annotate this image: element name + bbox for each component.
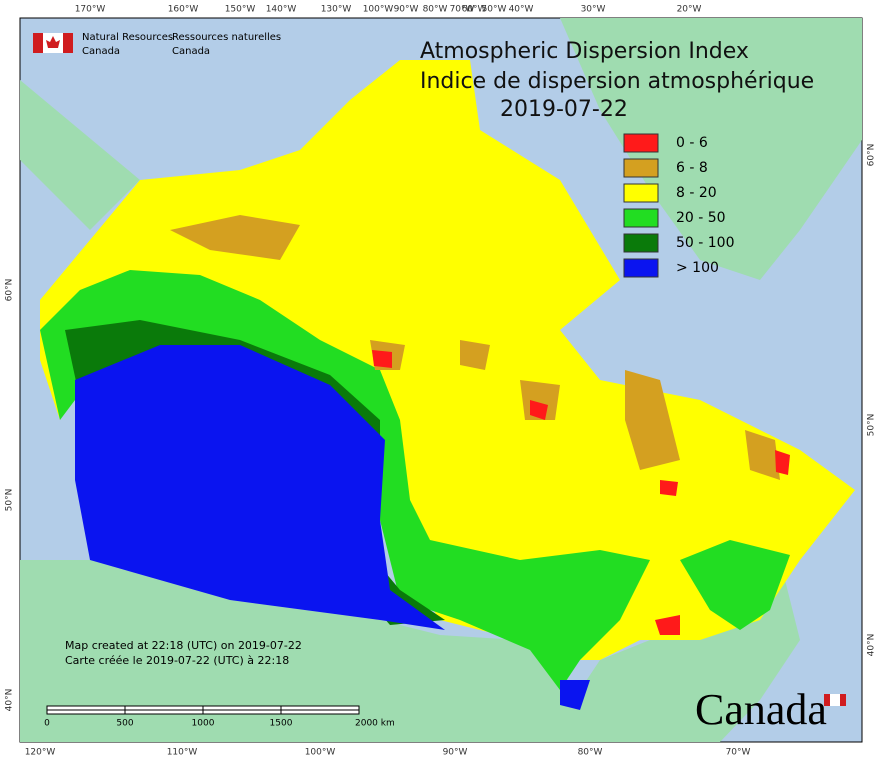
flag (33, 33, 73, 53)
top-longitude: 130°W (321, 5, 352, 15)
title-line: 2019-07-22 (500, 97, 628, 122)
credit-line: Carte créée le 2019-07-22 (UTC) à 22:18 (65, 654, 289, 667)
wordmark-flag-right (840, 694, 846, 706)
land (20, 18, 862, 742)
bottom-longitude: 80°W (578, 748, 603, 758)
bottom-longitude: 120°W (25, 748, 56, 758)
top-longitude: 40°W (509, 5, 534, 15)
alaska (20, 80, 140, 230)
legend-swatch (623, 258, 659, 278)
yellow-zone (40, 60, 855, 660)
blue-ontario (560, 680, 590, 710)
legend-label: 8 - 20 (676, 185, 717, 201)
legend-label: 50 - 100 (676, 235, 735, 251)
legend-swatch (623, 183, 659, 203)
left-latitude: 50°N (5, 489, 15, 512)
scale-label: 2000 km (355, 719, 395, 729)
legend-swatch (623, 133, 659, 153)
green-maritimes (680, 540, 790, 630)
legend-label: > 100 (676, 260, 719, 276)
left-latitude: 40°N (5, 689, 15, 712)
left-latitude: 60°N (5, 279, 15, 302)
top-longitude: 80°W (423, 5, 448, 15)
top-longitude: 30°W (581, 5, 606, 15)
org-en: Natural Resources (82, 32, 173, 43)
legend-swatch (623, 208, 659, 228)
top-longitude: 150°W (225, 5, 256, 15)
blue-zone (75, 345, 445, 630)
org-fr: Canada (172, 46, 210, 57)
top-longitude: 60°W (462, 5, 487, 15)
legend-swatch (623, 158, 659, 178)
right-latitude: 60°N (867, 144, 877, 167)
bottom-longitude: 110°W (167, 748, 198, 758)
legend-label: 0 - 6 (676, 135, 708, 151)
orange-zones (170, 215, 780, 480)
top-longitude: 90°W (394, 5, 419, 15)
bottom-longitude: 70°W (726, 748, 751, 758)
green-zone (40, 270, 650, 690)
legend-label: 6 - 8 (676, 160, 708, 176)
top-longitude: 140°W (266, 5, 297, 15)
top-longitude: 170°W (75, 5, 106, 15)
united-states (20, 560, 800, 742)
right-latitude: 40°N (867, 634, 877, 657)
org-en: Canada (82, 46, 120, 57)
top-longitude: 70°W (450, 5, 475, 15)
scale-label: 0 (44, 719, 50, 729)
org-fr: Ressources naturelles (172, 32, 281, 43)
wordmark-flag-left (824, 694, 830, 706)
scale-label: 500 (116, 719, 133, 729)
top-longitude: 100°W (363, 5, 394, 15)
legend-swatch (623, 233, 659, 253)
legend-label: 20 - 50 (676, 210, 726, 226)
top-longitude: 20°W (677, 5, 702, 15)
right-latitude: 50°N (867, 414, 877, 437)
wordmark: Canada (695, 685, 827, 734)
bottom-longitude: 100°W (305, 748, 336, 758)
scale-label: 1500 (270, 719, 293, 729)
credit-line: Map created at 22:18 (UTC) on 2019-07-22 (65, 639, 302, 652)
top-longitude: 50°W (482, 5, 507, 15)
title-line: Atmospheric Dispersion Index (420, 39, 749, 64)
top-longitude: 160°W (168, 5, 199, 15)
bottom-longitude: 90°W (443, 748, 468, 758)
scale-label: 1000 (192, 719, 215, 729)
greenland (560, 18, 862, 280)
title-line: Indice de dispersion atmosphérique (420, 69, 814, 94)
